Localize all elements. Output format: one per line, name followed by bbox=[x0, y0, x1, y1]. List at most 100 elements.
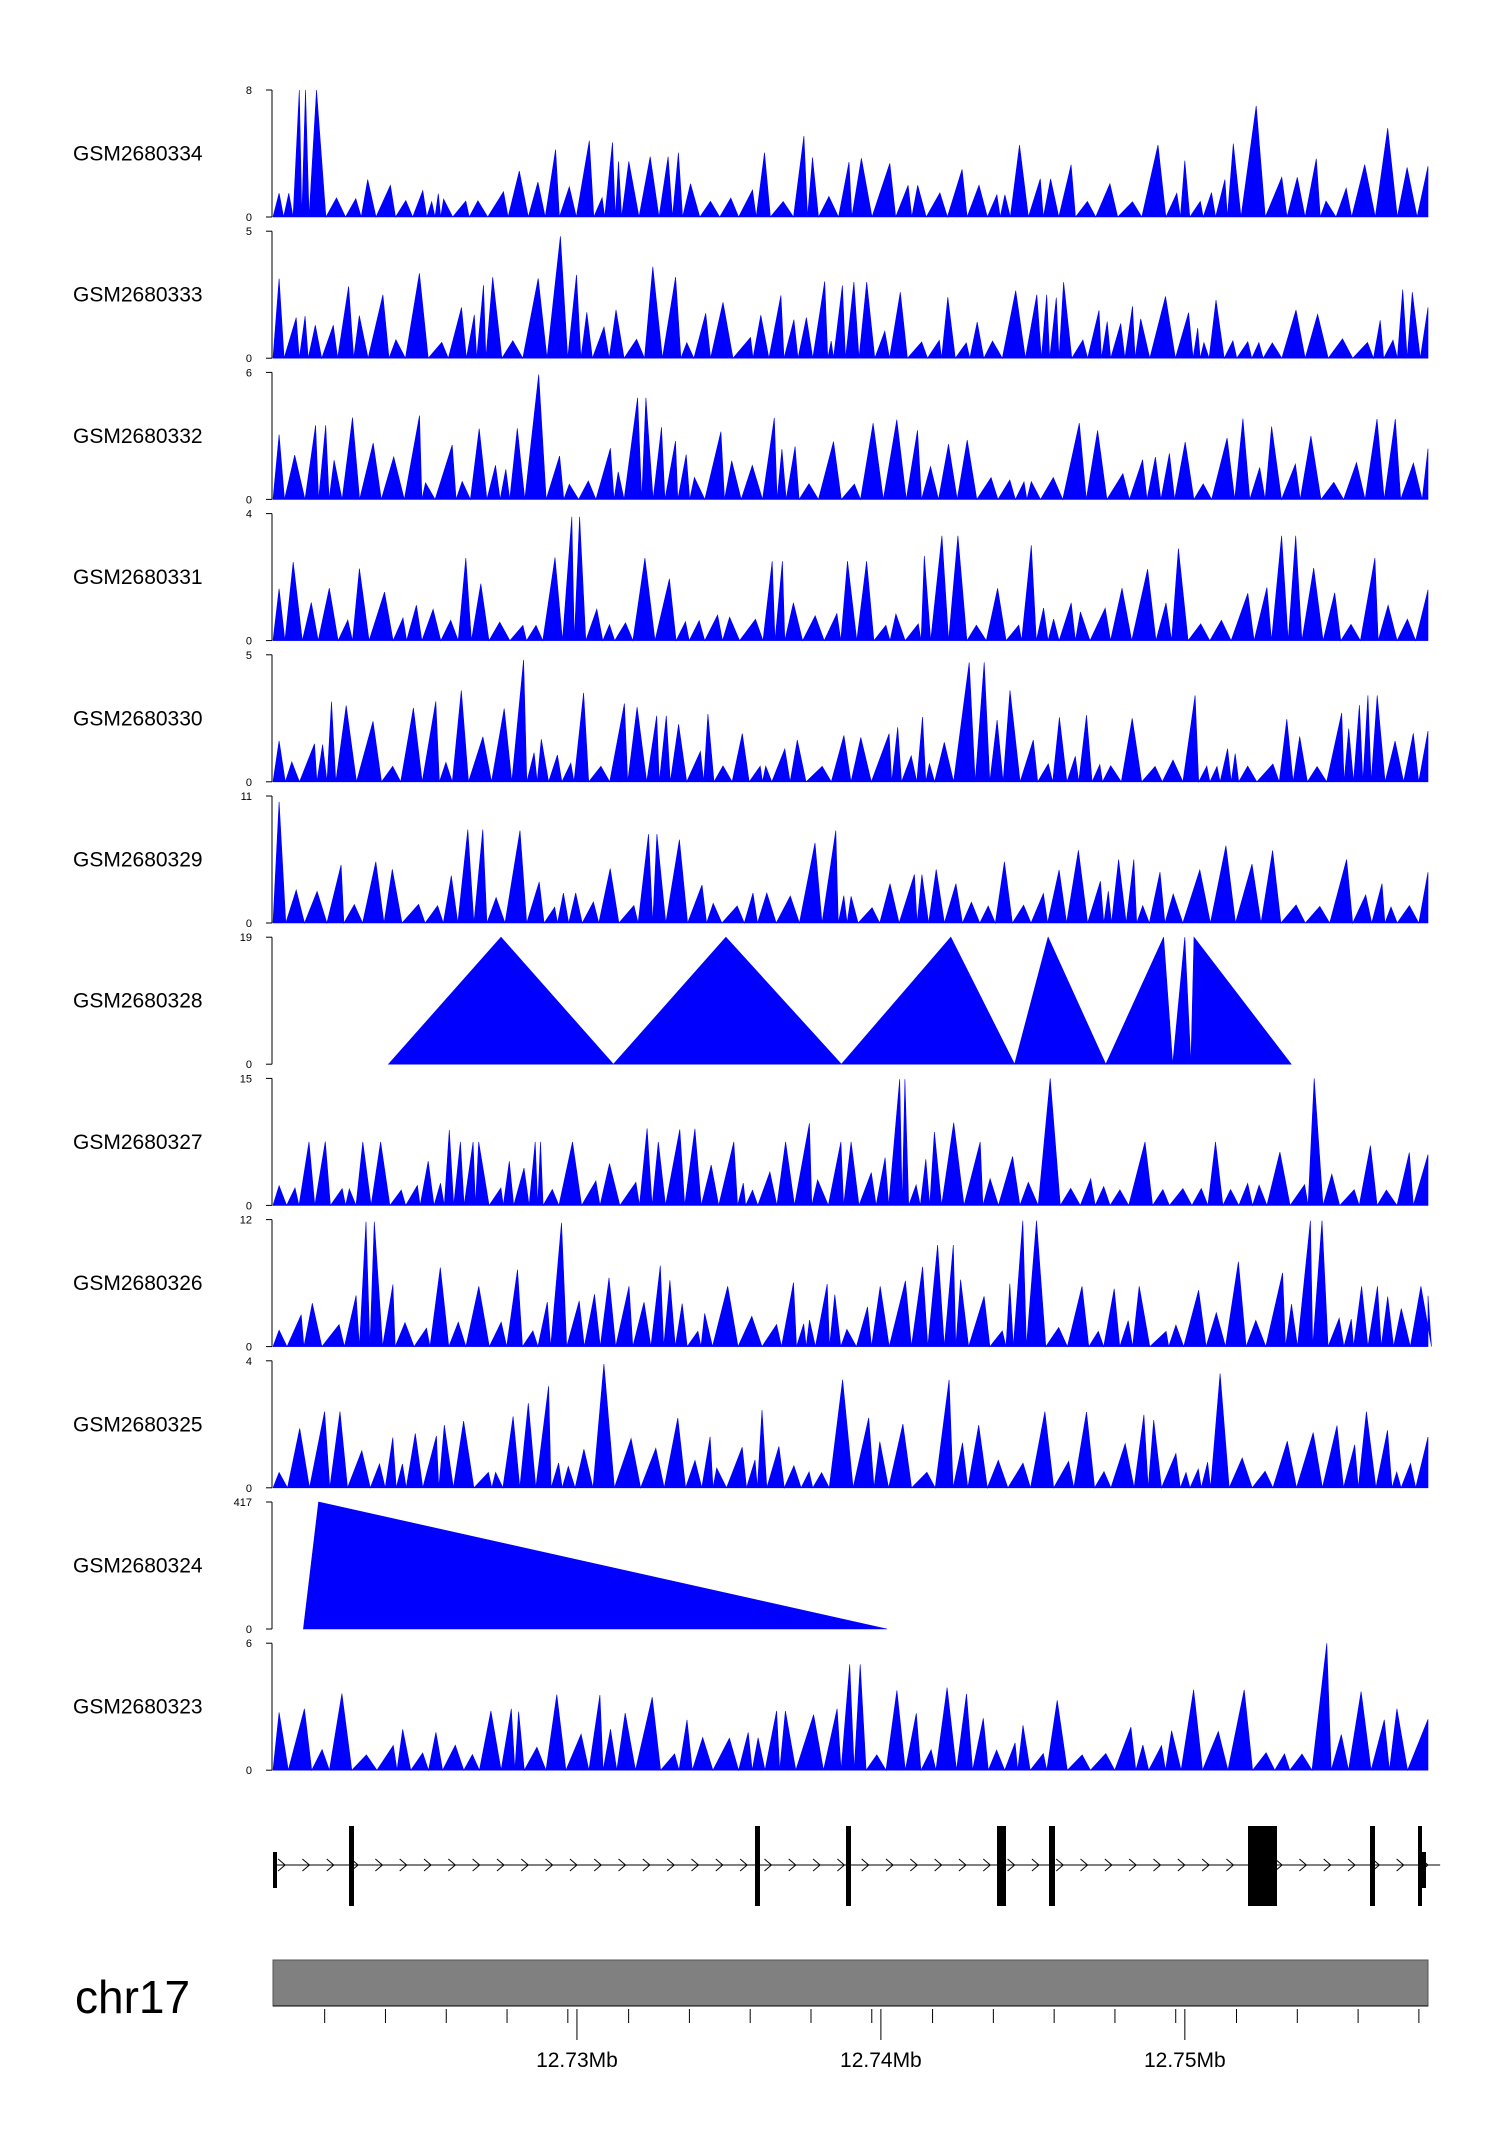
strand-arrow bbox=[399, 1858, 408, 1872]
exon-block bbox=[755, 1826, 760, 1906]
x-axis-tick-label: 12.73Mb bbox=[536, 2049, 618, 2072]
strand-arrow bbox=[934, 1858, 943, 1872]
y-tick-label-min: 0 bbox=[246, 1059, 252, 1071]
track-label: GSM2680334 bbox=[73, 143, 203, 166]
strand-arrow bbox=[642, 1858, 651, 1872]
strand-arrow bbox=[1177, 1858, 1186, 1872]
track-GSM2680325: GSM2680325 4 0 bbox=[73, 1356, 1429, 1495]
exon-block bbox=[846, 1826, 851, 1906]
track-GSM2680330: GSM2680330 5 0 bbox=[73, 650, 1429, 789]
strand-arrow bbox=[764, 1858, 773, 1872]
exon-block bbox=[1418, 1826, 1422, 1906]
track-label: GSM2680329 bbox=[73, 849, 203, 872]
track-label: GSM2680333 bbox=[73, 284, 203, 307]
track-label: GSM2680327 bbox=[73, 1131, 203, 1154]
strand-arrow bbox=[1274, 1858, 1283, 1872]
track-coverage-area bbox=[272, 659, 1429, 783]
track-GSM2680327: GSM2680327 15 0 bbox=[73, 1073, 1429, 1212]
y-tick-label-max: 6 bbox=[246, 367, 252, 379]
track-label: GSM2680332 bbox=[73, 425, 203, 448]
strand-arrow bbox=[448, 1858, 457, 1872]
strand-arrow bbox=[277, 1858, 286, 1872]
strand-arrow bbox=[861, 1858, 870, 1872]
y-tick-label-min: 0 bbox=[246, 353, 252, 365]
exon-block bbox=[1248, 1826, 1277, 1906]
gene-model-track bbox=[273, 1826, 1441, 1906]
strand-arrow bbox=[885, 1858, 894, 1872]
track-label: GSM2680324 bbox=[73, 1555, 203, 1578]
chromosome-band bbox=[272, 1959, 1429, 2007]
strand-arrow bbox=[1347, 1858, 1356, 1872]
y-tick-label-max: 4 bbox=[246, 1356, 252, 1368]
track-GSM2680333: GSM2680333 5 0 bbox=[73, 226, 1429, 365]
track-coverage-area bbox=[272, 374, 1429, 501]
strand-arrow bbox=[569, 1858, 578, 1872]
strand-arrow bbox=[1153, 1858, 1162, 1872]
y-tick-label-min: 0 bbox=[246, 1200, 252, 1212]
track-coverage-area bbox=[272, 1078, 1429, 1207]
strand-arrow bbox=[618, 1858, 627, 1872]
strand-arrow bbox=[326, 1858, 335, 1872]
track-label: GSM2680330 bbox=[73, 707, 203, 730]
strand-arrow bbox=[812, 1858, 821, 1872]
y-tick-label-max: 417 bbox=[234, 1497, 252, 1509]
track-coverage-area bbox=[272, 516, 1429, 642]
strand-arrow bbox=[1104, 1858, 1113, 1872]
track-coverage-area bbox=[272, 1220, 1432, 1348]
strand-arrow bbox=[788, 1858, 797, 1872]
strand-arrow bbox=[1031, 1858, 1040, 1872]
y-tick-label-max: 4 bbox=[246, 509, 252, 521]
y-tick-label-min: 0 bbox=[246, 212, 252, 224]
track-GSM2680323: GSM2680323 6 0 bbox=[73, 1638, 1429, 1777]
strand-arrow bbox=[1299, 1858, 1308, 1872]
strand-arrow bbox=[472, 1858, 481, 1872]
track-label: GSM2680325 bbox=[73, 1413, 203, 1436]
strand-arrow bbox=[982, 1858, 992, 1872]
strand-arrow bbox=[910, 1858, 919, 1872]
exon-block bbox=[1370, 1826, 1375, 1906]
strand-arrow bbox=[496, 1858, 505, 1872]
track-GSM2680324: GSM2680324 417 0 bbox=[73, 1497, 888, 1636]
track-label: GSM2680326 bbox=[73, 1272, 203, 1295]
chromosome-ideogram: chr17 bbox=[75, 1959, 1429, 2023]
strand-arrow bbox=[715, 1858, 724, 1872]
strand-arrow bbox=[739, 1858, 748, 1872]
track-coverage-area bbox=[272, 801, 1429, 925]
chromosome-label: chr17 bbox=[75, 1971, 190, 2023]
track-label: GSM2680323 bbox=[73, 1696, 203, 1719]
track-GSM2680334: GSM2680334 8 0 bbox=[73, 85, 1429, 224]
y-tick-label-min: 0 bbox=[246, 1483, 252, 1495]
strand-arrow bbox=[1055, 1858, 1064, 1872]
track-coverage-area bbox=[387, 936, 1292, 1066]
track-label: GSM2680331 bbox=[73, 566, 203, 589]
track-label: GSM2680328 bbox=[73, 990, 203, 1013]
strand-arrow bbox=[593, 1858, 602, 1872]
coverage-tracks: GSM268033480GSM268033350GSM268033260GSM2… bbox=[73, 85, 1432, 1777]
genome-axis: 12.73Mb 12.74Mb 12.75Mb bbox=[273, 2005, 1428, 2072]
strand-arrow bbox=[1201, 1858, 1210, 1872]
strand-arrow bbox=[1007, 1858, 1016, 1872]
x-axis-tick-label: 12.74Mb bbox=[840, 2049, 922, 2072]
exon-block bbox=[273, 1852, 277, 1888]
y-tick-label-max: 15 bbox=[240, 1073, 252, 1085]
strand-arrow bbox=[423, 1858, 432, 1872]
strand-arrow bbox=[837, 1858, 846, 1872]
y-tick-label-min: 0 bbox=[246, 494, 252, 506]
track-coverage-area bbox=[272, 236, 1429, 360]
strand-arrow bbox=[691, 1858, 700, 1872]
track-GSM2680331: GSM2680331 4 0 bbox=[73, 509, 1429, 648]
strand-arrow bbox=[958, 1858, 967, 1872]
x-axis-tick-label: 12.75Mb bbox=[1144, 2049, 1226, 2072]
strand-arrow bbox=[375, 1858, 384, 1872]
strand-arrow bbox=[520, 1858, 530, 1872]
y-tick-label-min: 0 bbox=[246, 1624, 252, 1636]
y-tick-label-max: 8 bbox=[246, 85, 252, 97]
y-tick-label-min: 0 bbox=[246, 1342, 252, 1354]
track-coverage-area bbox=[272, 1643, 1429, 1772]
strand-arrow bbox=[666, 1858, 675, 1872]
y-tick-label-max: 11 bbox=[241, 791, 252, 803]
track-coverage-area bbox=[272, 1363, 1429, 1489]
strand-arrow bbox=[545, 1858, 554, 1872]
track-GSM2680328: GSM2680328 19 0 bbox=[73, 932, 1292, 1071]
